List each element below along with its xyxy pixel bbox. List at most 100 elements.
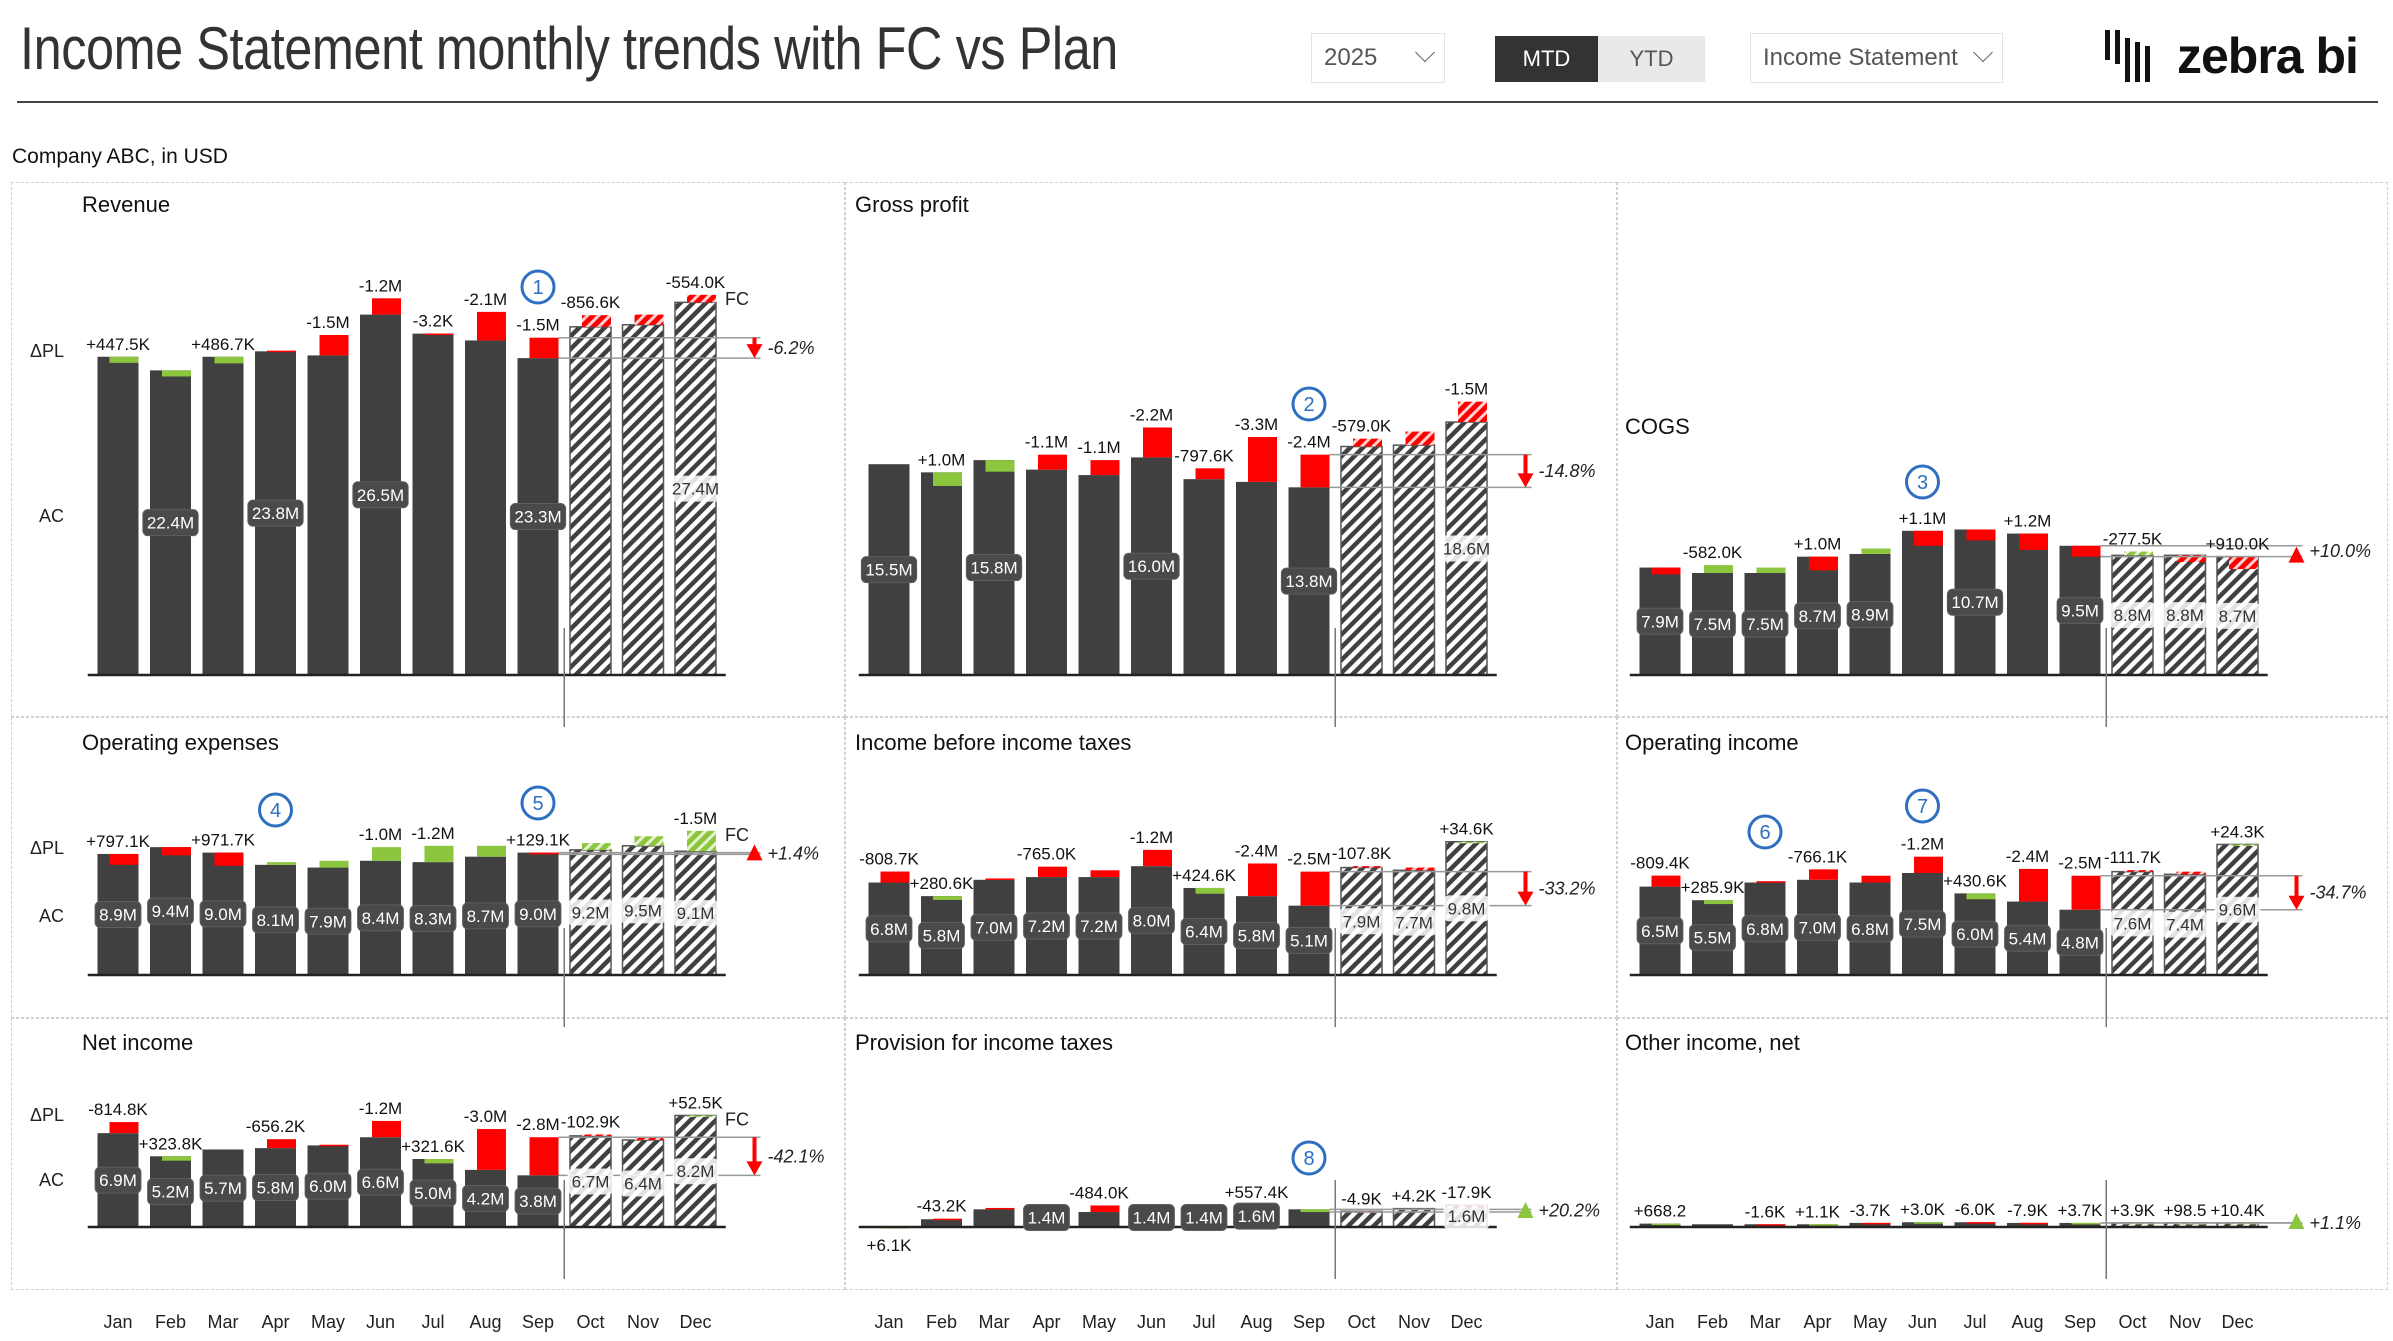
delta-label: -1.1M bbox=[1077, 438, 1120, 457]
forecast-bar bbox=[1392, 444, 1436, 676]
delta-label: -2.4M bbox=[2006, 847, 2049, 866]
value-label-box bbox=[2214, 896, 2261, 923]
delta-label: +285.9K bbox=[1681, 878, 1745, 897]
delta-pl-bar bbox=[1756, 567, 1786, 573]
value-label-box bbox=[1741, 610, 1789, 638]
delta-pl-bar bbox=[1809, 556, 1838, 571]
delta-label: +280.6K bbox=[910, 874, 974, 893]
year-dropdown[interactable]: 2025 bbox=[1311, 33, 1445, 83]
delta-pl-bar bbox=[2019, 533, 2048, 550]
delta-pl-bar bbox=[1704, 565, 1733, 573]
value-label-box bbox=[199, 1174, 247, 1202]
delta-pl-bar bbox=[1090, 870, 1120, 878]
delta-pl-bar bbox=[477, 1129, 506, 1170]
month-label: Dec bbox=[679, 1312, 711, 1332]
value-label-box bbox=[1233, 1202, 1280, 1230]
value-label: 7.5M bbox=[1746, 615, 1784, 634]
delta-pl-bar bbox=[1809, 1224, 1838, 1226]
value-label: 5.7M bbox=[204, 1179, 242, 1198]
value-label: 7.0M bbox=[1799, 918, 1837, 937]
delta-pl-bar bbox=[985, 1207, 1015, 1210]
value-label-box bbox=[94, 900, 142, 928]
delta-pl-bar bbox=[477, 845, 506, 857]
delta-pl-bar bbox=[2071, 875, 2101, 910]
month-label: Apr bbox=[1803, 1312, 1831, 1332]
chart-panel bbox=[11, 1018, 845, 1290]
toggle-ytd[interactable]: YTD bbox=[1598, 36, 1705, 82]
value-label-box bbox=[1285, 926, 1333, 954]
chart-income-before-income-taxes: Income before income taxes -33.2% -808.7K 6… bbox=[855, 730, 1596, 1027]
value-label: 8.7M bbox=[2219, 607, 2257, 626]
annotation-circle bbox=[258, 792, 293, 828]
value-label-box bbox=[1128, 1203, 1175, 1231]
month-label: Nov bbox=[627, 1312, 659, 1332]
delta-pl-bar bbox=[1195, 468, 1225, 480]
logo-text: zebra bi bbox=[2177, 28, 2359, 84]
actual-bar bbox=[1692, 1224, 1733, 1227]
annotation-number: 1 bbox=[532, 277, 543, 299]
delta-label: -1.2M bbox=[411, 824, 454, 843]
annotation-circle bbox=[1291, 386, 1327, 422]
toggle-mtd[interactable]: MTD bbox=[1495, 36, 1598, 82]
statement-dropdown[interactable]: Income Statement bbox=[1750, 33, 2003, 83]
actual-bar bbox=[1849, 1222, 1891, 1227]
value-label-box bbox=[1443, 1203, 1490, 1230]
value-label: 7.7M bbox=[1395, 914, 1433, 933]
value-label-box bbox=[509, 503, 567, 531]
zebra-bi-logo: zebra bi bbox=[2103, 28, 2359, 84]
value-label-box bbox=[1128, 907, 1175, 935]
delta-label: +910.0K bbox=[2206, 535, 2270, 554]
value-label: 8.4M bbox=[362, 909, 400, 928]
chart-title: Income before income taxes bbox=[855, 730, 1131, 755]
delta-pl-bar bbox=[424, 333, 454, 336]
delta-pl-bar bbox=[2229, 844, 2258, 846]
value-label-box bbox=[1443, 895, 1490, 922]
value-label-box bbox=[1636, 917, 1684, 945]
total-variance-label: +1.4% bbox=[768, 843, 820, 863]
value-label: 9.2M bbox=[572, 903, 610, 922]
value-label: 4.8M bbox=[2061, 933, 2099, 952]
actual-bar bbox=[2059, 1222, 2101, 1227]
page-title: Income Statement monthly trends with FC … bbox=[20, 15, 1118, 82]
month-label: Jan bbox=[1645, 1312, 1674, 1332]
delta-label: -3.2K bbox=[413, 312, 454, 331]
chart-title: Operating expenses bbox=[82, 730, 279, 755]
value-label-box bbox=[462, 1184, 509, 1212]
actual-bar bbox=[465, 340, 506, 675]
value-label-box bbox=[1233, 922, 1280, 950]
delta-label: -579.0K bbox=[1332, 417, 1392, 436]
value-label-box bbox=[1180, 917, 1228, 945]
value-label: 5.5M bbox=[1694, 929, 1732, 948]
month-label: Nov bbox=[1398, 1312, 1430, 1332]
axis-label-ac: AC bbox=[39, 1170, 64, 1190]
value-label: 6.8M bbox=[1746, 920, 1784, 939]
arrow-down-icon bbox=[1517, 891, 1534, 906]
triangle-up-icon bbox=[1517, 1202, 1534, 1219]
delta-pl-bar bbox=[1300, 1209, 1330, 1213]
value-label: 13.8M bbox=[1285, 572, 1332, 591]
chart-gross-profit: Gross profit -14.8% 15.5M +1.0M 15.8M -1.1M -1… bbox=[855, 192, 1596, 727]
month-label: Sep bbox=[2064, 1312, 2096, 1332]
value-label-box bbox=[304, 907, 352, 935]
delta-pl-bar bbox=[319, 860, 349, 868]
delta-label: -1.5M bbox=[674, 809, 717, 828]
value-label-box bbox=[2162, 911, 2208, 938]
value-label-box bbox=[965, 554, 1023, 582]
value-label: 8.0M bbox=[1133, 912, 1171, 931]
value-label: 1.6M bbox=[1448, 1207, 1486, 1226]
value-label: 8.2M bbox=[677, 1162, 715, 1181]
value-label-box bbox=[147, 897, 194, 925]
total-variance-label: -34.7% bbox=[2310, 883, 2367, 903]
delta-pl-bar bbox=[267, 1139, 296, 1149]
delta-label: -1.2M bbox=[359, 276, 402, 295]
value-label-box bbox=[1023, 912, 1070, 940]
arrow-down-icon bbox=[1517, 473, 1534, 488]
delta-label: -107.8K bbox=[1332, 844, 1392, 863]
actual-bar bbox=[2007, 1222, 2048, 1227]
value-label-box bbox=[2004, 924, 2051, 952]
forecast-bar bbox=[621, 324, 665, 676]
annotation-number: 2 bbox=[1303, 394, 1314, 416]
value-label-box bbox=[1391, 909, 1437, 936]
axis-label-ac: AC bbox=[39, 506, 64, 526]
delta-label: -797.6K bbox=[1174, 446, 1234, 465]
